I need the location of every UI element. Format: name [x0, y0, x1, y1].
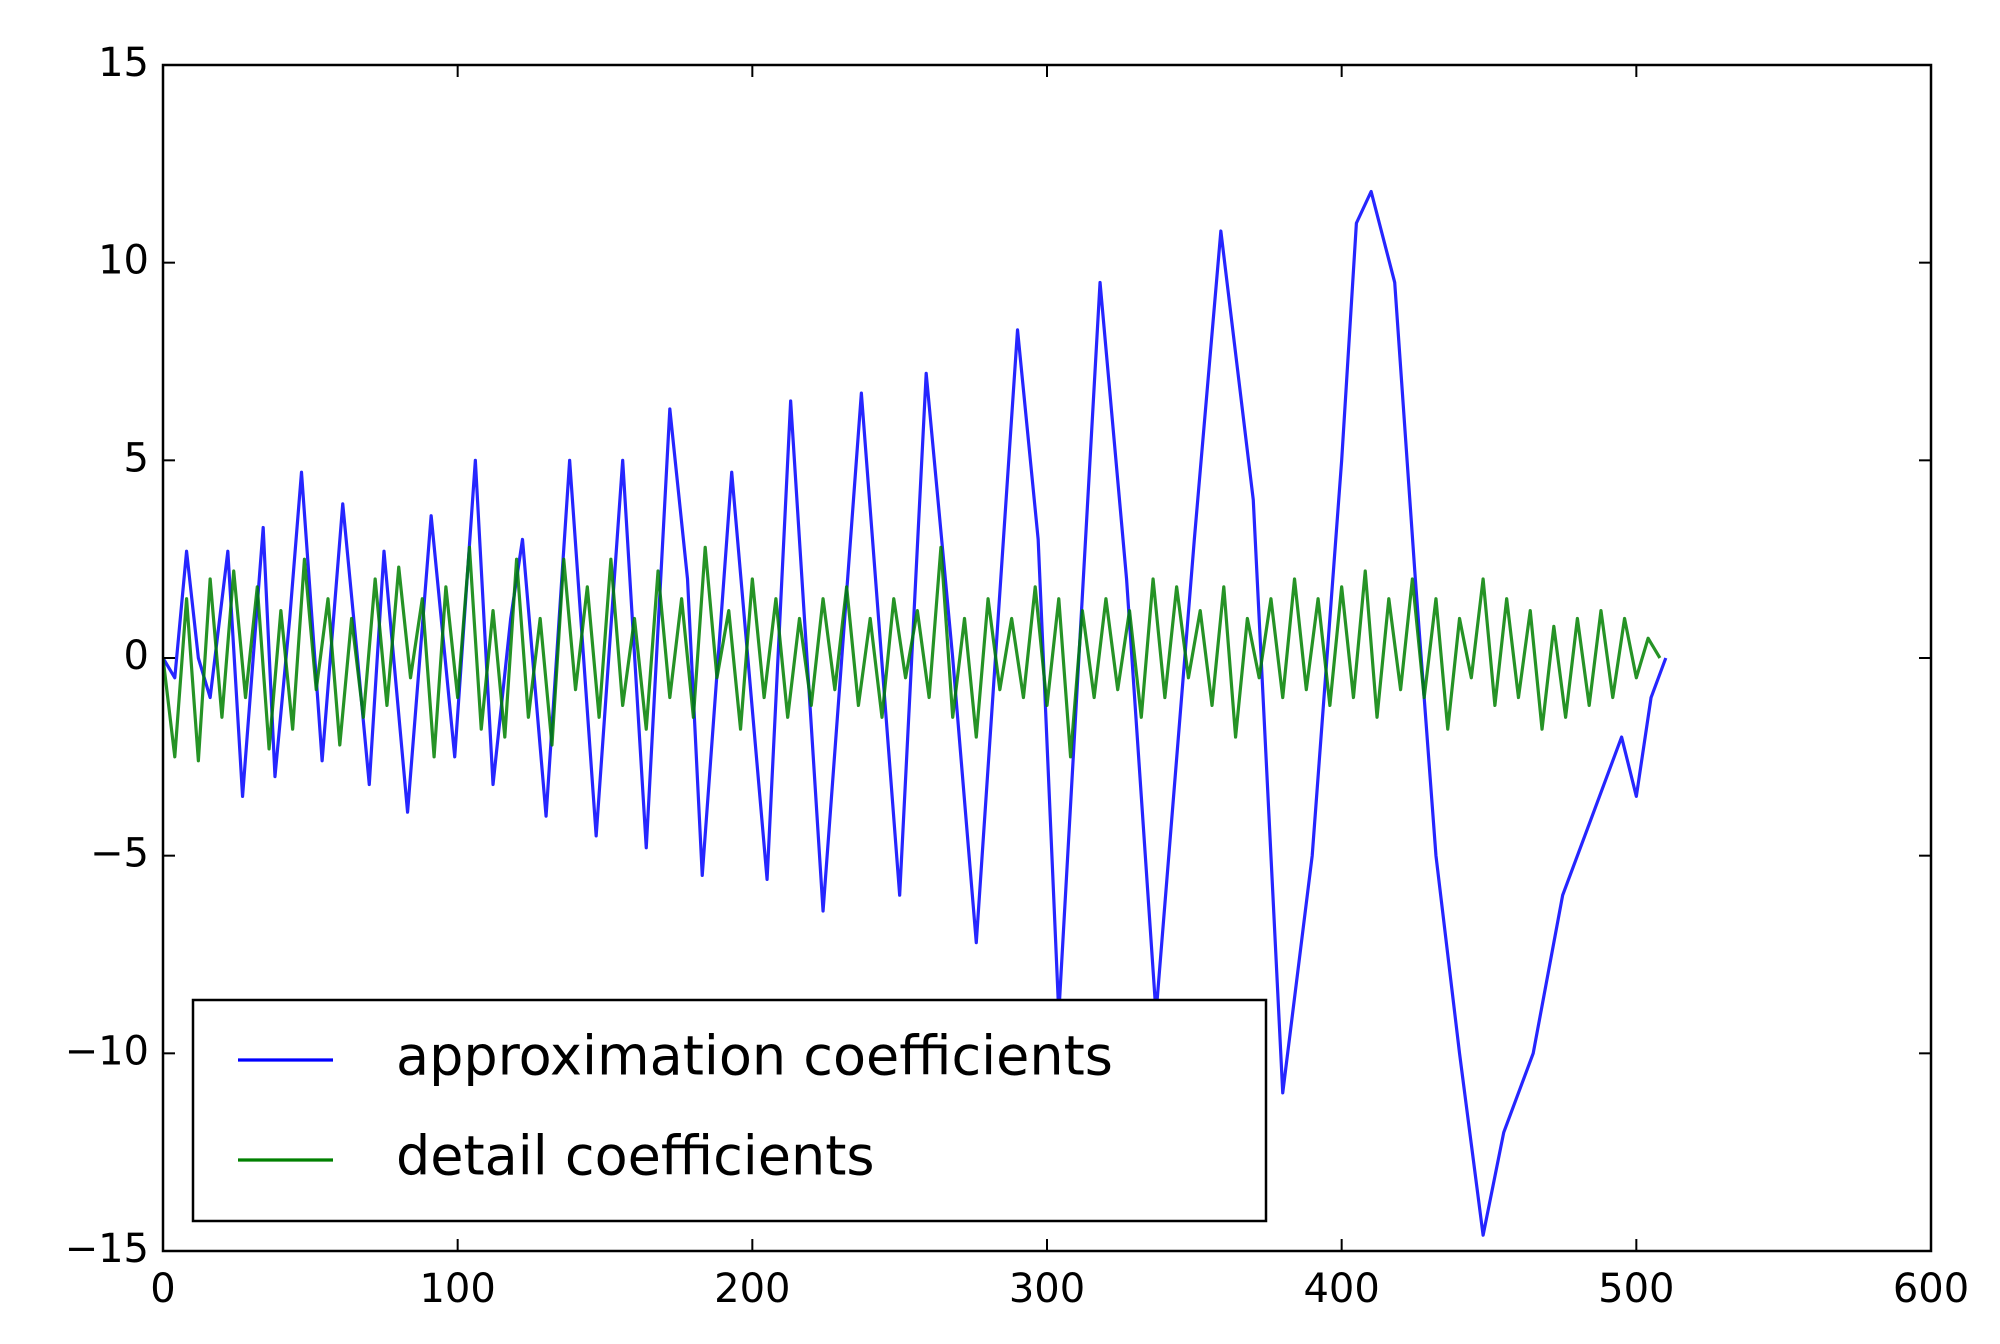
series-line	[163, 545, 1662, 763]
x-tick-label: 500	[1598, 1266, 1674, 1312]
y-tick-label: −5	[90, 831, 149, 877]
y-tick-label: 0	[124, 633, 149, 679]
legend-box	[191, 998, 1268, 1223]
y-tick-label: 10	[98, 238, 149, 284]
series-line	[163, 189, 1668, 1237]
x-tick-label: 0	[150, 1266, 175, 1312]
legend: approximation coefficients detail coeffic…	[191, 998, 1268, 1223]
y-tick-label: −15	[65, 1226, 149, 1272]
legend-label: approximation coefficients	[396, 1025, 1113, 1088]
legend-label: detail coefficients	[396, 1125, 875, 1188]
x-tick-label: 400	[1303, 1266, 1379, 1312]
x-tick-label: 100	[419, 1266, 495, 1312]
y-tick-label: 15	[98, 40, 149, 86]
x-tick-label: 600	[1893, 1266, 1969, 1312]
x-tick-label: 200	[714, 1266, 790, 1312]
y-tick-label: 5	[124, 435, 149, 481]
y-tick-label: −10	[65, 1028, 149, 1074]
x-tick-label: 300	[1009, 1266, 1085, 1312]
